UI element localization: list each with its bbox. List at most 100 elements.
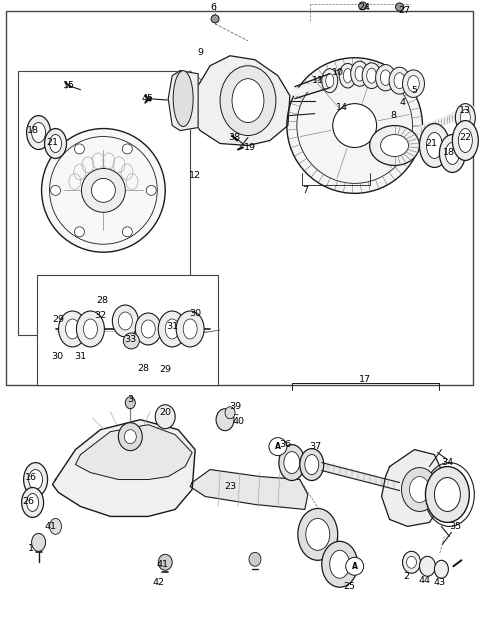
Ellipse shape bbox=[407, 556, 417, 568]
Ellipse shape bbox=[343, 69, 352, 83]
Ellipse shape bbox=[420, 124, 449, 168]
Polygon shape bbox=[52, 420, 195, 516]
Text: 6: 6 bbox=[210, 3, 216, 13]
Ellipse shape bbox=[124, 430, 136, 444]
Ellipse shape bbox=[425, 467, 469, 523]
Ellipse shape bbox=[403, 70, 424, 97]
Ellipse shape bbox=[24, 462, 48, 497]
Ellipse shape bbox=[396, 3, 404, 11]
Ellipse shape bbox=[122, 227, 132, 237]
Text: 22: 22 bbox=[459, 133, 471, 142]
Ellipse shape bbox=[452, 121, 478, 161]
Polygon shape bbox=[382, 450, 444, 526]
Ellipse shape bbox=[420, 556, 435, 576]
Ellipse shape bbox=[42, 128, 165, 252]
Ellipse shape bbox=[434, 560, 448, 578]
Ellipse shape bbox=[65, 319, 80, 339]
Ellipse shape bbox=[456, 104, 475, 131]
Text: 19: 19 bbox=[244, 143, 256, 152]
Text: 39: 39 bbox=[229, 402, 241, 411]
Text: 44: 44 bbox=[419, 576, 431, 585]
Text: 28: 28 bbox=[137, 364, 149, 373]
Ellipse shape bbox=[49, 518, 61, 535]
Ellipse shape bbox=[287, 58, 422, 194]
Text: 30: 30 bbox=[189, 309, 201, 318]
Text: 7: 7 bbox=[302, 186, 308, 195]
Polygon shape bbox=[75, 425, 192, 479]
Text: 9: 9 bbox=[197, 48, 203, 57]
Ellipse shape bbox=[460, 110, 470, 126]
Text: 25: 25 bbox=[344, 582, 356, 591]
Ellipse shape bbox=[322, 542, 358, 587]
Ellipse shape bbox=[439, 135, 465, 173]
Ellipse shape bbox=[45, 128, 67, 159]
Ellipse shape bbox=[403, 551, 420, 573]
Ellipse shape bbox=[29, 469, 43, 490]
Ellipse shape bbox=[22, 488, 44, 518]
Text: 42: 42 bbox=[152, 578, 164, 587]
Text: 18: 18 bbox=[26, 126, 38, 135]
Text: 15: 15 bbox=[62, 81, 74, 90]
Ellipse shape bbox=[380, 70, 391, 86]
Text: 45: 45 bbox=[141, 94, 153, 103]
Text: 41: 41 bbox=[45, 522, 57, 531]
Ellipse shape bbox=[300, 448, 324, 481]
Ellipse shape bbox=[408, 76, 419, 92]
Ellipse shape bbox=[158, 311, 186, 347]
Ellipse shape bbox=[123, 333, 139, 349]
Polygon shape bbox=[168, 70, 198, 131]
Ellipse shape bbox=[146, 185, 156, 196]
Ellipse shape bbox=[119, 312, 132, 330]
Ellipse shape bbox=[141, 320, 155, 338]
Ellipse shape bbox=[445, 142, 459, 164]
Ellipse shape bbox=[91, 178, 115, 203]
Circle shape bbox=[346, 558, 364, 575]
Ellipse shape bbox=[74, 227, 84, 237]
Ellipse shape bbox=[359, 2, 367, 10]
Bar bbox=[6, 11, 473, 385]
Text: 10: 10 bbox=[332, 68, 344, 77]
Text: 3: 3 bbox=[127, 395, 133, 404]
Ellipse shape bbox=[158, 554, 172, 570]
Ellipse shape bbox=[183, 319, 197, 339]
Text: 30: 30 bbox=[51, 352, 63, 361]
Ellipse shape bbox=[409, 476, 430, 502]
Ellipse shape bbox=[458, 128, 472, 152]
Ellipse shape bbox=[426, 133, 443, 159]
Ellipse shape bbox=[362, 63, 381, 88]
Ellipse shape bbox=[59, 311, 86, 347]
Ellipse shape bbox=[367, 68, 376, 83]
Text: 23: 23 bbox=[224, 482, 236, 491]
Ellipse shape bbox=[82, 168, 125, 212]
Ellipse shape bbox=[339, 64, 356, 88]
Text: 35: 35 bbox=[449, 522, 461, 531]
Text: 20: 20 bbox=[159, 408, 171, 417]
Ellipse shape bbox=[155, 404, 175, 429]
Ellipse shape bbox=[249, 552, 261, 566]
Text: 21: 21 bbox=[47, 138, 59, 147]
Text: 26: 26 bbox=[23, 497, 35, 506]
Ellipse shape bbox=[232, 79, 264, 123]
Ellipse shape bbox=[74, 144, 84, 154]
Ellipse shape bbox=[49, 135, 61, 152]
Text: 13: 13 bbox=[459, 106, 471, 115]
Text: A: A bbox=[275, 442, 281, 451]
Ellipse shape bbox=[376, 65, 396, 91]
Ellipse shape bbox=[176, 311, 204, 347]
Text: 18: 18 bbox=[444, 148, 456, 157]
Ellipse shape bbox=[220, 66, 276, 135]
Ellipse shape bbox=[326, 74, 334, 88]
Ellipse shape bbox=[173, 70, 193, 126]
Text: 5: 5 bbox=[411, 86, 418, 95]
Ellipse shape bbox=[322, 69, 338, 93]
Text: 34: 34 bbox=[441, 458, 454, 467]
Polygon shape bbox=[190, 56, 290, 145]
Ellipse shape bbox=[394, 73, 405, 89]
Ellipse shape bbox=[122, 144, 132, 154]
Text: 28: 28 bbox=[96, 295, 108, 305]
Text: 29: 29 bbox=[52, 316, 64, 324]
Text: 17: 17 bbox=[359, 375, 371, 384]
Ellipse shape bbox=[84, 319, 97, 339]
Text: A: A bbox=[352, 562, 358, 571]
Text: 32: 32 bbox=[95, 311, 107, 319]
